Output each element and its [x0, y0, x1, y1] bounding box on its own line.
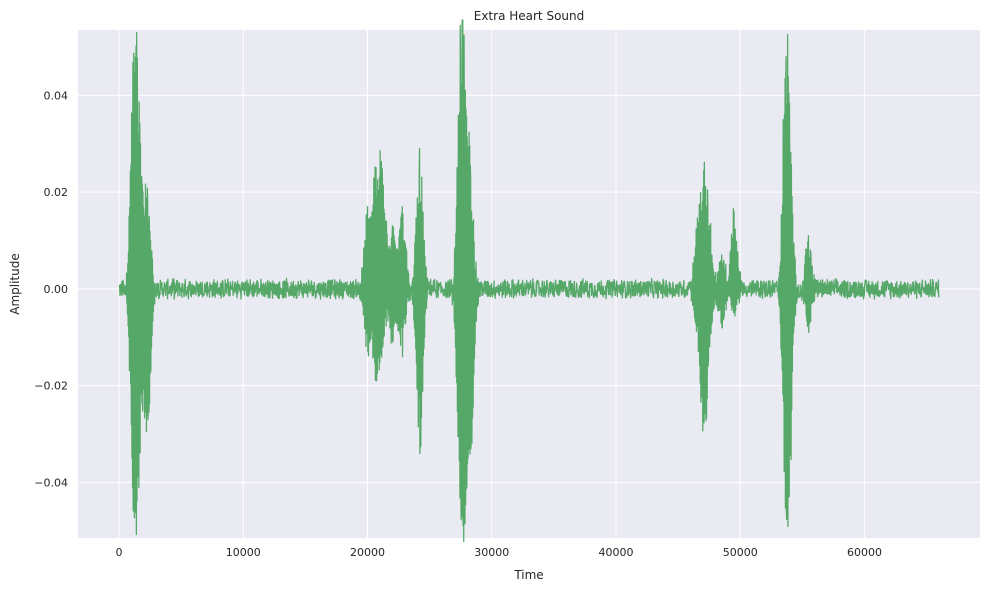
y-axis-ticks: −0.04 −0.02 0.00 0.02 0.04 — [34, 89, 68, 489]
x-axis-ticks: 0 10000 20000 30000 40000 50000 60000 — [116, 546, 882, 559]
x-tick-label: 50000 — [723, 546, 758, 559]
x-tick-label: 10000 — [226, 546, 261, 559]
y-tick-label: 0.00 — [44, 283, 69, 296]
chart-title: Extra Heart Sound — [474, 9, 585, 23]
y-tick-label: 0.02 — [44, 186, 69, 199]
y-tick-label: 0.04 — [44, 89, 69, 102]
y-axis-label: Amplitude — [8, 253, 22, 315]
x-axis-label: Time — [513, 568, 543, 582]
x-tick-label: 60000 — [847, 546, 882, 559]
x-tick-label: 40000 — [598, 546, 633, 559]
y-tick-label: −0.04 — [34, 476, 68, 489]
y-tick-label: −0.02 — [34, 380, 68, 393]
signal-line — [118, 19, 940, 543]
x-tick-label: 0 — [116, 546, 123, 559]
x-tick-label: 30000 — [474, 546, 509, 559]
x-tick-label: 20000 — [350, 546, 385, 559]
